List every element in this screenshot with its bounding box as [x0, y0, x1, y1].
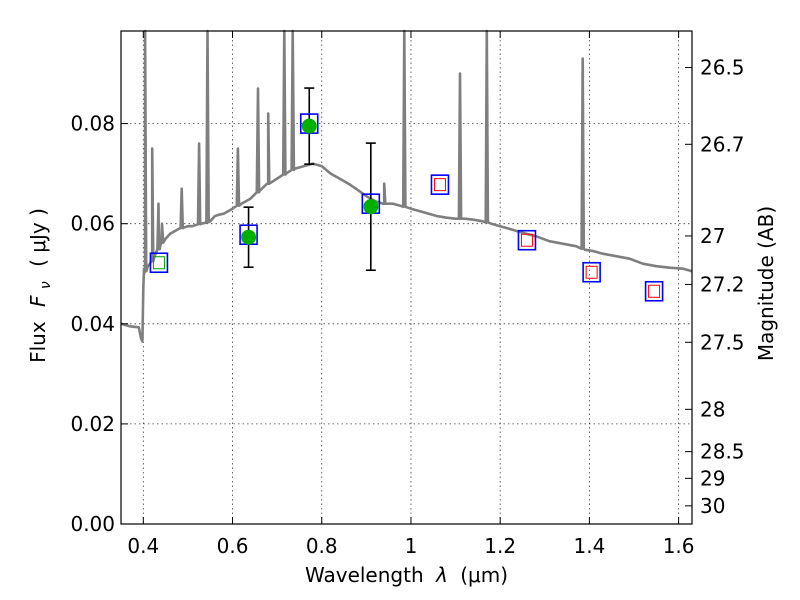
limit-marker — [585, 265, 598, 279]
x-tick-label: 1.6 — [663, 534, 695, 558]
limit-marker — [152, 256, 165, 270]
magnitude-tick-label: 28 — [700, 397, 725, 421]
plot-frame — [120, 30, 693, 525]
y-axis-label: Flux F ν ( μJy ) — [26, 208, 55, 363]
magnitude-tick-label: 29 — [700, 466, 725, 490]
photometry-points — [149, 113, 664, 302]
magnitude-axis-label: Magnitude (AB) — [754, 206, 778, 361]
error-bars — [243, 87, 376, 272]
model-spectrum — [120, 29, 693, 343]
magnitude-tick-label: 27.5 — [700, 330, 745, 354]
model-photometry-box — [517, 229, 537, 251]
magnitude-tick-label: 26.7 — [700, 132, 745, 156]
magnitude-tick-label: 27 — [700, 224, 725, 248]
y-tick-label: 0.00 — [70, 512, 115, 536]
y-axis-label-unit: ( μJy ) — [26, 208, 50, 267]
detection-point — [301, 118, 317, 134]
magnitude-tick-label: 27.2 — [700, 272, 745, 296]
limit-marker — [648, 284, 661, 298]
model-spectrum-line — [120, 29, 693, 343]
x-axis-label-unit: (μm) — [460, 563, 508, 587]
x-axis-label: Wavelength λ (μm) — [305, 563, 508, 587]
y-tick-label: 0.08 — [70, 112, 115, 136]
axis-ticks: 0.4 0.6 0.8 1 1.2 1.4 1.6 0.00 0.02 0.04 0.06 0.08 2… — [70, 31, 745, 558]
detection-point — [241, 229, 257, 245]
y-tick-label: 0.04 — [70, 312, 115, 336]
y-tick-label: 0.02 — [70, 412, 115, 436]
x-tick-label: 0.8 — [306, 534, 338, 558]
y-axis-label-text: Flux — [26, 321, 50, 363]
x-tick-label: 0.4 — [127, 534, 159, 558]
x-axis-label-symbol: λ — [435, 563, 448, 587]
limit-marker — [520, 233, 533, 247]
model-photometry-box — [644, 280, 664, 302]
detection-point — [363, 199, 379, 215]
x-tick-label: 1.4 — [573, 534, 605, 558]
x-tick-label: 0.6 — [217, 534, 249, 558]
model-photometry-box — [430, 174, 450, 195]
magnitude-tick-label: 28.5 — [700, 440, 745, 464]
grid-lines — [121, 31, 692, 524]
x-axis-label-text: Wavelength — [305, 563, 424, 587]
y-axis-label-subscript: ν — [38, 281, 54, 289]
y-tick-label: 0.06 — [70, 212, 115, 236]
y-axis-label-symbol: F — [26, 295, 50, 307]
magnitude-tick-label: 30 — [700, 494, 725, 518]
x-tick-label: 1 — [405, 534, 418, 558]
model-photometry-box — [582, 261, 601, 283]
magnitude-tick-label: 26.5 — [700, 56, 745, 80]
limit-marker — [433, 178, 446, 192]
x-tick-label: 1.2 — [484, 534, 516, 558]
model-photometry-box — [149, 252, 169, 274]
